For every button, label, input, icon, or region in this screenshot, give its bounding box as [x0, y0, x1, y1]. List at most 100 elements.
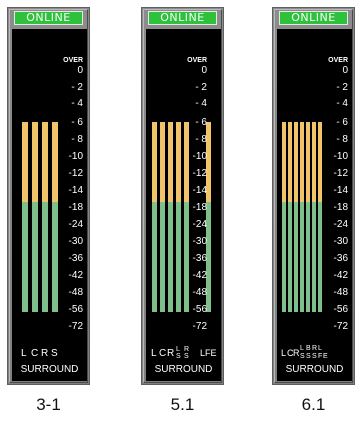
scale-label: - 8: [336, 134, 348, 145]
meter-bar: [184, 122, 189, 312]
meter-bar: [160, 122, 165, 312]
scale-label: -42: [68, 270, 83, 281]
channel-label-ls-bottom: S: [300, 353, 305, 360]
panel-caption-5-1: 5.1: [170, 395, 195, 414]
channel-label-lfe-e: E: [323, 353, 328, 360]
meter-bar: [312, 122, 316, 312]
meter-bar: [176, 122, 181, 312]
channel-label-c: C: [287, 348, 294, 358]
scale-label: -30: [192, 236, 207, 247]
channel-label-rs-top: R: [184, 346, 190, 353]
meter-bar: [168, 122, 173, 312]
meter-bar: [42, 122, 48, 312]
scale-label: - 2: [195, 82, 207, 93]
scale-label: -10: [68, 151, 83, 162]
meter-bar: [22, 122, 28, 312]
scale-label: -48: [192, 287, 207, 298]
channel-label-ls-top: L: [176, 346, 180, 353]
scale-label: -30: [68, 236, 83, 247]
online-status-indicator[interactable]: ONLINE: [14, 11, 83, 25]
scale-label: -12: [192, 168, 207, 179]
channel-label-bs-top: B: [306, 345, 311, 352]
scale-label: -24: [192, 219, 207, 230]
scale-label-over: OVER: [187, 57, 207, 64]
scale-label: - 6: [336, 117, 348, 128]
scale-label: -72: [333, 321, 348, 332]
meter-bar: [318, 122, 322, 312]
scale-label: -36: [333, 253, 348, 264]
scale-label: - 8: [71, 134, 83, 145]
scale-label: -18: [192, 202, 207, 213]
scale-label: -56: [333, 304, 348, 315]
meter-bar: [294, 122, 298, 312]
channel-label-l: L: [21, 348, 27, 359]
channel-label-c: C: [159, 348, 167, 359]
channel-label-lfe-f: F: [318, 353, 323, 360]
channel-label-r: R: [167, 348, 175, 359]
scale-label: -56: [192, 304, 207, 315]
channel-label-ls-top: L: [300, 345, 304, 352]
meter-bar: [52, 122, 58, 312]
meter-panel-6-1: ONLINE OVER 0 - 2 - 4 - 6 - 8 -10 -12 -1…: [272, 7, 355, 385]
surround-label: SURROUND: [285, 364, 344, 375]
meter-bar: [206, 122, 211, 312]
level-meter: OVER 0 - 2 - 4 - 6 - 8 -10 -12 -14 -18 -…: [277, 29, 352, 381]
scale-label: -12: [68, 168, 83, 179]
scale-label: 0: [342, 65, 348, 76]
scale-label: -14: [333, 185, 348, 196]
scale-label: -14: [68, 185, 83, 196]
channel-label-rs-top: R: [312, 345, 318, 352]
scale-label: -48: [68, 287, 83, 298]
scale-label: -48: [333, 287, 348, 298]
channel-label-lfe: LFE: [200, 348, 217, 358]
scale-label: -36: [192, 253, 207, 264]
scale-label: -72: [68, 321, 83, 332]
panel-caption-6-1: 6.1: [301, 395, 326, 414]
scale-label: -12: [333, 168, 348, 179]
scale-label: -10: [192, 151, 207, 162]
scale-label: 0: [77, 65, 83, 76]
scale-label: - 6: [195, 117, 207, 128]
meter-bar: [306, 122, 310, 312]
channel-label-s: S: [51, 348, 58, 359]
scale-label: -14: [192, 185, 207, 196]
scale-label: - 2: [71, 82, 83, 93]
meter-bar: [32, 122, 38, 312]
scale-label: -18: [333, 202, 348, 213]
level-meter: OVER 0 - 2 - 4 - 6 - 8 -10 -12 -14 -18 -…: [12, 29, 87, 381]
scale-label: -24: [68, 219, 83, 230]
scale-label: - 6: [71, 117, 83, 128]
channel-label-ls-bottom: S: [176, 353, 181, 360]
meter-bar: [282, 122, 286, 312]
channel-label-r: R: [41, 348, 49, 359]
scale-label: - 2: [336, 82, 348, 93]
online-status-indicator[interactable]: ONLINE: [148, 11, 217, 25]
meter-bar: [288, 122, 292, 312]
panel-caption-3-1: 3-1: [36, 395, 61, 414]
scale-label: - 4: [71, 98, 83, 109]
channel-label-rs-bottom: S: [184, 353, 189, 360]
scale-label: -30: [333, 236, 348, 247]
channel-label-l: L: [151, 348, 157, 359]
meter-bar: [152, 122, 157, 312]
scale-label-over: OVER: [328, 57, 348, 64]
channel-label-lfe-l: L: [318, 345, 322, 352]
scale-label: -18: [68, 202, 83, 213]
surround-label: SURROUND: [154, 364, 213, 375]
meter-bar: [300, 122, 304, 312]
scale-label: -36: [68, 253, 83, 264]
channel-label-rs-bottom: S: [312, 353, 317, 360]
scale-label-over: OVER: [63, 57, 83, 64]
surround-label: SURROUND: [20, 364, 79, 375]
meter-panel-3-1: ONLINE OVER 0 - 2 - 4 - 6 - 8 -10 -12 -1…: [7, 7, 90, 385]
scale-label: - 4: [195, 98, 207, 109]
online-status-indicator[interactable]: ONLINE: [279, 11, 348, 25]
meter-panel-5-1: ONLINE OVER 0 - 2 - 4 - 6 - 8 -10 -12 -1…: [141, 7, 224, 385]
channel-label-l: L: [281, 348, 287, 358]
scale-label: 0: [201, 65, 207, 76]
scale-label: -42: [192, 270, 207, 281]
channel-label-bs-bottom: S: [306, 353, 311, 360]
scale-label: - 8: [195, 134, 207, 145]
level-meter: OVER 0 - 2 - 4 - 6 - 8 -10 -12 -14 -18 -…: [146, 29, 221, 381]
scale-label: -42: [333, 270, 348, 281]
